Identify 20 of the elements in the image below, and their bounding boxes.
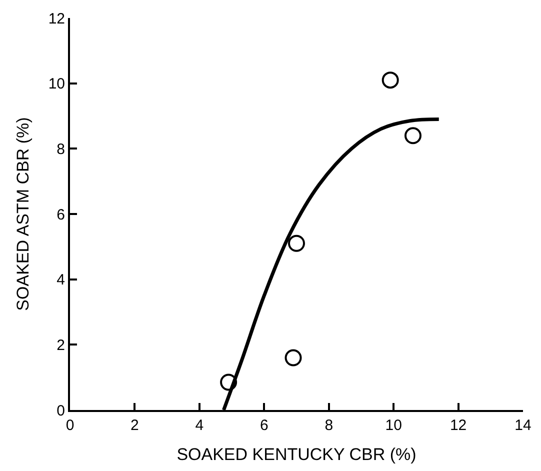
point [288,234,305,252]
y-axis-title: SOAKED ASTM CBR (%) [13,117,32,311]
x-tick-label: 2 [130,417,139,434]
y-tick-label: 4 [56,272,65,289]
y-tick-label: 0 [56,402,65,420]
y-tick-label: 6 [56,206,65,224]
y-tick-label: 8 [56,140,65,158]
x-tick-label: 10 [385,417,402,434]
x-tick-label: 4 [195,417,204,434]
y-tick-label: 2 [56,336,65,354]
x-tick-label: 6 [260,417,268,434]
point [382,72,399,89]
point [284,349,302,366]
point [404,127,422,144]
x-tick-label: 8 [324,417,334,434]
y-tick-label: 10 [48,76,65,93]
x-tick-label: 14 [514,417,532,434]
x-tick-label: 12 [450,417,467,434]
x-axis-title: SOAKED KENTUCKY CBR (%) [176,444,416,464]
y-tick-label: 12 [48,10,65,28]
